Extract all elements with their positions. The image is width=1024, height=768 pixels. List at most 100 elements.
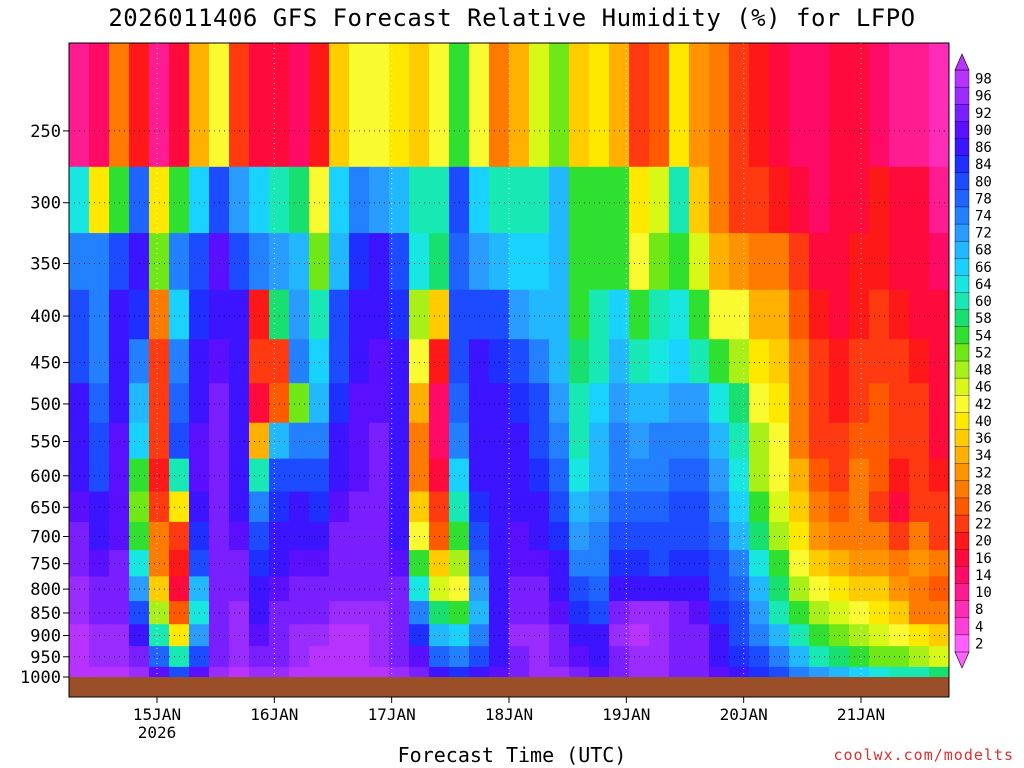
rh-cell — [349, 666, 370, 677]
rh-cell — [289, 666, 310, 677]
rh-cell — [449, 339, 470, 384]
rh-cell — [189, 383, 210, 424]
colorbar-label: 92 — [975, 106, 992, 122]
rh-cell — [909, 289, 930, 340]
rh-cell — [649, 166, 670, 234]
rh-cell — [109, 166, 130, 234]
rh-cell — [169, 289, 190, 340]
rh-cell — [129, 422, 150, 460]
rh-cell — [429, 43, 450, 168]
rh-cell — [409, 666, 430, 677]
rh-cell — [349, 383, 370, 424]
rh-cell — [689, 166, 710, 234]
colorbar-swatch — [954, 206, 970, 225]
rh-cell — [749, 422, 770, 460]
rh-cell — [209, 233, 230, 291]
rh-cell — [669, 422, 690, 460]
rh-cell — [169, 233, 190, 291]
rh-cell — [649, 233, 670, 291]
rh-cell — [609, 339, 630, 384]
rh-cell — [349, 233, 370, 291]
rh-cell — [229, 383, 250, 424]
rh-cell — [749, 166, 770, 234]
rh-cell — [429, 166, 450, 234]
colorbar-label: 96 — [975, 89, 992, 105]
rh-cell — [809, 383, 830, 424]
colorbar-swatch — [954, 583, 970, 602]
rh-cell — [629, 43, 650, 168]
rh-cell — [869, 339, 890, 384]
colorbar-swatch — [954, 600, 970, 619]
rh-cell — [789, 43, 810, 168]
colorbar-swatch — [954, 223, 970, 242]
rh-cell — [929, 383, 949, 424]
rh-cell — [889, 339, 910, 384]
colorbar-swatch — [954, 480, 970, 499]
rh-cell — [269, 289, 290, 340]
colorbar-label: 16 — [975, 551, 992, 567]
rh-cell — [429, 383, 450, 424]
rh-cell — [529, 43, 550, 168]
rh-cell — [489, 383, 510, 424]
rh-cell — [669, 43, 690, 168]
y-axis: 2503003504004505005506006507007508008509… — [20, 122, 69, 688]
rh-cell — [529, 166, 550, 234]
rh-cell — [849, 43, 870, 168]
rh-cell — [869, 166, 890, 234]
rh-cell — [749, 289, 770, 340]
colorbar-label: 32 — [975, 465, 992, 481]
rh-cell — [189, 233, 210, 291]
rh-cell — [449, 666, 470, 677]
rh-cell — [309, 422, 330, 460]
rh-cell — [929, 289, 949, 340]
rh-cell — [909, 43, 930, 168]
rh-cell — [489, 166, 510, 234]
rh-cell — [149, 383, 170, 424]
rh-cell — [649, 339, 670, 384]
site-credit: coolwx.com/modelts — [833, 746, 1014, 764]
rh-cell — [469, 166, 490, 234]
rh-cell — [549, 383, 570, 424]
rh-cell — [589, 43, 610, 168]
heatmap-field — [69, 43, 949, 677]
rh-cell — [369, 289, 390, 340]
rh-cell — [629, 339, 650, 384]
colorbar-label: 74 — [975, 209, 992, 225]
rh-cell — [709, 666, 730, 677]
rh-cell — [329, 422, 350, 460]
rh-cell — [369, 233, 390, 291]
rh-cell — [509, 233, 530, 291]
rh-cell — [589, 289, 610, 340]
rh-cell — [749, 233, 770, 291]
rh-cell — [69, 422, 90, 460]
colorbar-swatch — [954, 514, 970, 533]
rh-cell — [209, 166, 230, 234]
rh-cell — [89, 422, 110, 460]
colorbar-label: 72 — [975, 226, 992, 242]
x-tick-label: 21JAN — [837, 705, 885, 724]
colorbar-label: 90 — [975, 123, 992, 139]
y-tick-label: 400 — [30, 307, 61, 327]
colorbar-swatch — [954, 343, 970, 362]
rh-cell — [249, 289, 270, 340]
colorbar-label: 48 — [975, 363, 992, 379]
rh-cell — [529, 289, 550, 340]
rh-cell — [669, 166, 690, 234]
rh-cell — [209, 43, 230, 168]
x-tick-label: 18JAN — [485, 705, 533, 724]
rh-cell — [209, 339, 230, 384]
rh-cell — [389, 339, 410, 384]
rh-cell — [549, 289, 570, 340]
rh-cell — [729, 339, 750, 384]
colorbar-label: 10 — [975, 585, 992, 601]
chart-title: 2026011406 GFS Forecast Relative Humidit… — [108, 4, 916, 32]
rh-cell — [549, 422, 570, 460]
rh-cell — [789, 666, 810, 677]
rh-cell — [669, 339, 690, 384]
rh-cell — [149, 289, 170, 340]
rh-cell — [469, 666, 490, 677]
rh-cell — [549, 666, 570, 677]
rh-cell — [609, 166, 630, 234]
